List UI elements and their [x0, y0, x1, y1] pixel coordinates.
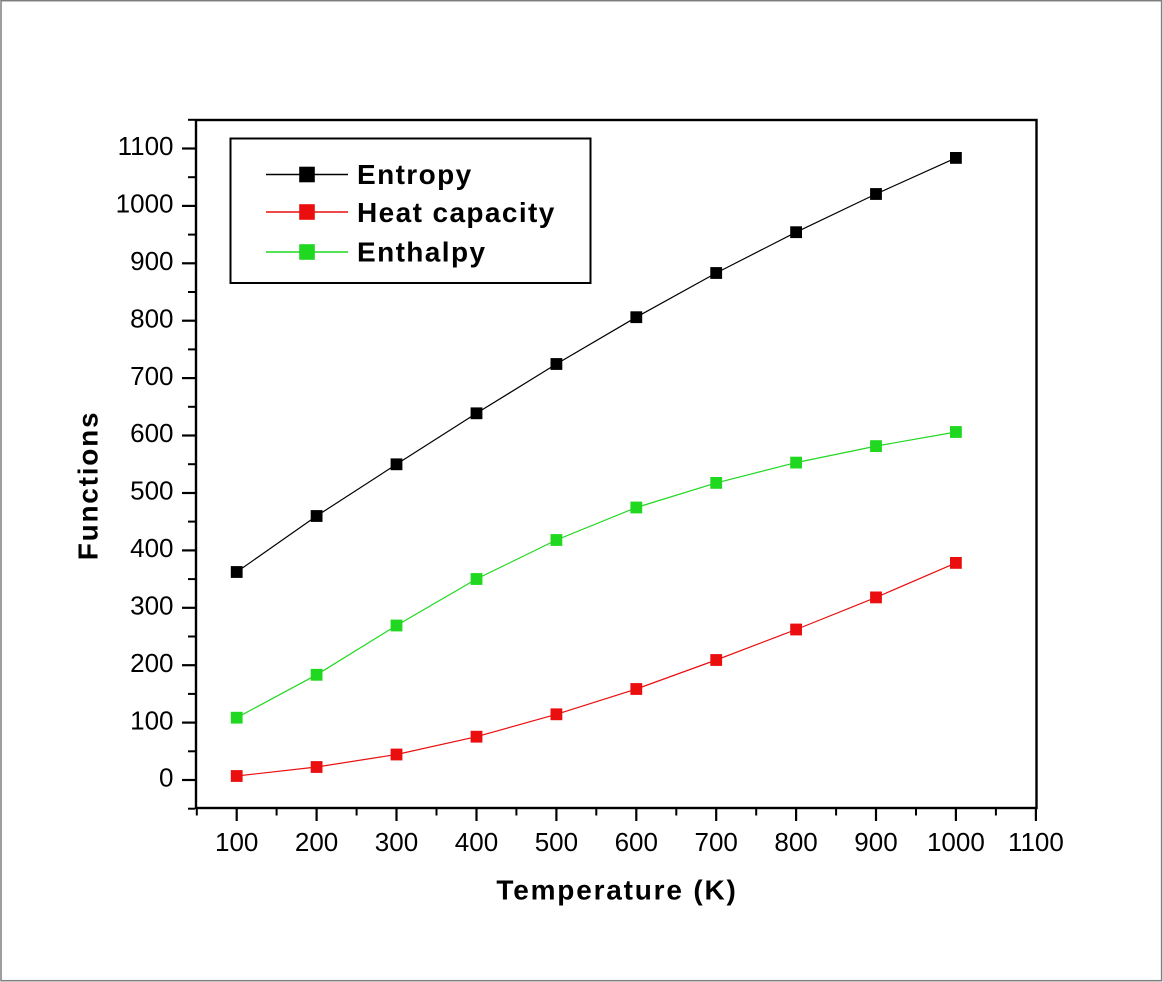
svg-text:100: 100 [130, 705, 173, 735]
svg-text:900: 900 [130, 246, 173, 276]
svg-text:Functions: Functions [73, 411, 104, 561]
svg-text:400: 400 [455, 827, 498, 857]
svg-text:600: 600 [130, 418, 173, 448]
svg-text:900: 900 [854, 827, 897, 857]
svg-text:700: 700 [130, 361, 173, 391]
svg-text:Enthalpy: Enthalpy [357, 237, 486, 268]
svg-text:1100: 1100 [118, 131, 174, 161]
svg-text:500: 500 [130, 476, 173, 506]
svg-text:Temperature (K): Temperature (K) [496, 875, 737, 906]
svg-text:1100: 1100 [1008, 827, 1064, 857]
svg-text:800: 800 [130, 303, 173, 333]
svg-text:1000: 1000 [927, 827, 985, 857]
svg-text:1000: 1000 [116, 189, 174, 219]
svg-text:300: 300 [375, 827, 418, 857]
svg-text:200: 200 [295, 827, 338, 857]
svg-text:Entropy: Entropy [357, 159, 473, 190]
svg-text:500: 500 [535, 827, 578, 857]
svg-text:200: 200 [130, 648, 173, 678]
svg-text:400: 400 [130, 533, 173, 563]
svg-text:600: 600 [615, 827, 658, 857]
svg-text:700: 700 [695, 827, 738, 857]
svg-text:0: 0 [159, 763, 173, 793]
svg-text:800: 800 [774, 827, 817, 857]
svg-text:300: 300 [130, 591, 173, 621]
svg-text:Heat capacity: Heat capacity [357, 197, 556, 228]
svg-text:100: 100 [215, 827, 258, 857]
